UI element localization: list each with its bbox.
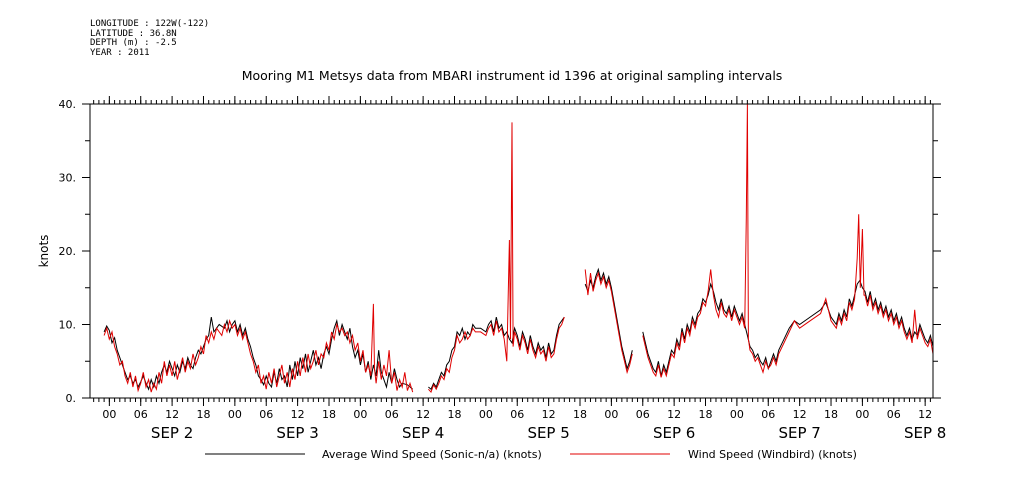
- x-tick-label: 06: [887, 408, 901, 421]
- windbird-wind-line: [642, 103, 934, 378]
- day-label: SEP 6: [653, 424, 695, 442]
- latitude-text: LATITUDE : 36.8N: [90, 28, 177, 39]
- sonic-wind-line: [584, 267, 633, 371]
- x-tick-label: 12: [918, 408, 932, 421]
- chart-title: Mooring M1 Metsys data from MBARI instru…: [242, 68, 783, 83]
- x-tick-label: 00: [479, 408, 493, 421]
- windbird-wind-line: [103, 303, 414, 393]
- x-tick-label: 12: [291, 408, 305, 421]
- x-tick-label: 06: [510, 408, 524, 421]
- series-lines: [103, 103, 934, 394]
- day-label: SEP 4: [402, 424, 444, 442]
- x-tick-label: 12: [793, 408, 807, 421]
- day-label: SEP 5: [527, 424, 569, 442]
- axis-ticks: 00 06 12 18 00 06 12 18 00 06 12 18 00 06 12 18 00 06 12 18…: [59, 96, 946, 442]
- legend: Average Wind Speed (Sonic-n/a) (knots) Wi…: [205, 448, 857, 461]
- x-tick-label: 00: [604, 408, 618, 421]
- x-tick-label: 12: [416, 408, 430, 421]
- x-tick-label: 18: [824, 408, 838, 421]
- longitude-text: LONGITUDE : 122W(-122): [90, 19, 210, 29]
- plot-frame: [89, 103, 934, 399]
- x-tick-label: 06: [385, 408, 399, 421]
- x-tick-label: 12: [542, 408, 556, 421]
- x-tick-label: 00: [855, 408, 869, 421]
- x-tick-label: 18: [447, 408, 461, 421]
- y-tick-label: 30.: [59, 172, 77, 185]
- y-tick-label: 10.: [59, 319, 77, 332]
- day-label: SEP 3: [276, 424, 318, 442]
- location-metadata: LONGITUDE : 122W(-122) LATITUDE : 36.8N …: [90, 19, 210, 58]
- legend-label-sonic: Average Wind Speed (Sonic-n/a) (knots): [322, 448, 542, 461]
- day-label: SEP 8: [904, 424, 946, 442]
- x-tick-label: 18: [196, 408, 210, 421]
- depth-text: DEPTH (m) : -2.5: [90, 38, 177, 48]
- x-tick-label: 18: [322, 408, 336, 421]
- windbird-wind-line: [428, 122, 565, 394]
- x-tick-label: 00: [730, 408, 744, 421]
- x-tick-label: 00: [102, 408, 116, 421]
- windbird-wind-line: [584, 269, 633, 375]
- x-tick-label: 12: [165, 408, 179, 421]
- x-tick-label: 00: [228, 408, 242, 421]
- legend-label-windbird: Wind Speed (Windbird) (knots): [688, 448, 857, 461]
- day-label: SEP 7: [778, 424, 820, 442]
- year-text: YEAR : 2011: [90, 47, 150, 58]
- y-tick-label: 0.: [66, 392, 77, 405]
- sonic-wind-line: [642, 279, 934, 377]
- x-tick-label: 00: [353, 408, 367, 421]
- x-tick-label: 18: [573, 408, 587, 421]
- sonic-wind-line: [428, 316, 565, 391]
- x-tick-label: 12: [667, 408, 681, 421]
- x-tick-label: 06: [761, 408, 775, 421]
- y-axis-label: knots: [37, 235, 51, 268]
- x-tick-label: 06: [259, 408, 273, 421]
- x-tick-label: 06: [636, 408, 650, 421]
- y-tick-label: 40.: [59, 98, 77, 111]
- x-tick-label: 18: [699, 408, 713, 421]
- x-tick-label: 06: [134, 408, 148, 421]
- sonic-wind-line: [103, 317, 414, 391]
- y-tick-label: 20.: [59, 245, 77, 258]
- day-label: SEP 2: [151, 424, 193, 442]
